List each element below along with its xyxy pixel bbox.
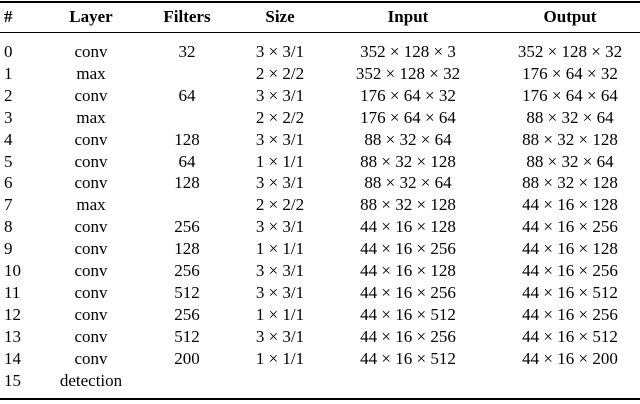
cell-size: 1 × 1/1 xyxy=(255,304,305,324)
header-rule xyxy=(0,32,640,33)
cell-index: 11 xyxy=(4,282,21,302)
cell-filters: 128 xyxy=(174,129,200,149)
cell-output: 88 × 32 × 64 xyxy=(526,151,614,171)
cell-layer: conv xyxy=(74,129,108,149)
cell-index: 7 xyxy=(4,195,13,215)
cell-layer: conv xyxy=(74,85,108,105)
bottom-rule xyxy=(0,398,640,400)
cell-output: 44 × 16 × 128 xyxy=(522,195,618,215)
cell-filters: 32 xyxy=(178,42,196,61)
header-filters: Filters xyxy=(163,7,211,26)
cell-filters: 64 xyxy=(178,85,196,105)
cell-layer: conv xyxy=(74,326,108,346)
cell-filters: 128 xyxy=(174,239,200,259)
cell-output: 176 × 64 × 64 xyxy=(522,85,618,105)
cell-index: 12 xyxy=(4,304,21,324)
cell-index: 15 xyxy=(4,370,21,390)
cell-input: 44 × 16 × 128 xyxy=(360,217,456,237)
cell-size: 3 × 3/1 xyxy=(255,282,305,302)
cell-index: 1 xyxy=(4,63,13,83)
cell-size: 3 × 3/1 xyxy=(255,85,305,105)
cell-filters: 256 xyxy=(174,304,200,324)
cell-layer: conv xyxy=(74,239,108,259)
cell-input: 44 × 16 × 256 xyxy=(360,326,456,346)
cell-output: 88 × 32 × 64 xyxy=(526,107,614,127)
cell-layer: max xyxy=(76,107,106,127)
cell-index: 2 xyxy=(4,85,13,105)
cell-output: 88 × 32 × 128 xyxy=(522,173,618,193)
header-input: Input xyxy=(387,7,429,26)
cell-layer: conv xyxy=(74,42,108,61)
cell-filters: 256 xyxy=(174,217,200,237)
cell-index: 0 xyxy=(4,42,13,61)
cell-output: 44 × 16 × 512 xyxy=(522,326,618,346)
cell-filters: 512 xyxy=(174,282,200,302)
cell-output: 44 × 16 × 512 xyxy=(522,282,618,302)
cell-output: 352 × 128 × 32 xyxy=(517,42,623,61)
cell-size: 1 × 1/1 xyxy=(255,151,305,171)
cell-input: 44 × 16 × 256 xyxy=(360,239,456,259)
cell-index: 5 xyxy=(4,151,13,171)
header-size: Size xyxy=(265,7,295,26)
cell-layer: conv xyxy=(74,348,108,368)
cell-layer: conv xyxy=(74,282,108,302)
cell-output: 44 × 16 × 200 xyxy=(522,348,618,368)
cell-input: 88 × 32 × 128 xyxy=(360,195,456,215)
cell-index: 3 xyxy=(4,107,13,127)
top-rule xyxy=(0,1,640,3)
cell-layer: conv xyxy=(74,261,108,280)
cell-layer: detection xyxy=(59,370,123,390)
cell-input: 176 × 64 × 64 xyxy=(360,107,456,127)
cell-size: 2 × 2/2 xyxy=(255,107,305,127)
cell-size: 2 × 2/2 xyxy=(255,63,305,83)
cell-layer: conv xyxy=(74,304,108,324)
cell-input: 352 × 128 × 32 xyxy=(355,63,461,83)
cell-index: 13 xyxy=(4,326,21,346)
cell-input: 352 × 128 × 3 xyxy=(360,42,456,61)
cell-layer: max xyxy=(76,63,106,83)
cell-size: 1 × 1/1 xyxy=(255,348,305,368)
cell-size: 1 × 1/1 xyxy=(255,239,305,259)
cell-input: 44 × 16 × 512 xyxy=(360,348,456,368)
cell-layer: conv xyxy=(74,217,108,237)
cell-size: 3 × 3/1 xyxy=(255,173,305,193)
cell-index: 8 xyxy=(4,217,13,237)
cell-layer: max xyxy=(76,195,106,215)
header-output: Output xyxy=(543,7,597,26)
cell-size: 3 × 3/1 xyxy=(255,42,305,61)
cell-output: 88 × 32 × 128 xyxy=(522,129,618,149)
cell-input: 176 × 64 × 32 xyxy=(360,85,456,105)
cell-input: 44 × 16 × 256 xyxy=(360,282,456,302)
cell-filters: 200 xyxy=(174,348,200,368)
cell-filters: 64 xyxy=(178,151,196,171)
cell-output: 44 × 16 × 128 xyxy=(522,239,618,259)
cell-index: 14 xyxy=(4,348,21,368)
cell-size: 3 × 3/1 xyxy=(255,217,305,237)
cell-input: 88 × 32 × 128 xyxy=(360,151,456,171)
cell-index: 6 xyxy=(4,173,13,193)
cell-output: 44 × 16 × 256 xyxy=(522,304,618,324)
cell-size: 3 × 3/1 xyxy=(255,326,305,346)
cell-input: 44 × 16 × 512 xyxy=(360,304,456,324)
cell-input: 44 × 16 × 128 xyxy=(360,261,456,280)
header-layer: Layer xyxy=(69,7,113,26)
cell-index: 9 xyxy=(4,239,13,259)
cell-size: 3 × 3/1 xyxy=(255,129,305,149)
cell-output: 44 × 16 × 256 xyxy=(522,217,618,237)
cell-output: 176 × 64 × 32 xyxy=(522,63,618,83)
cell-index: 4 xyxy=(4,129,13,149)
cell-filters: 256 xyxy=(174,261,200,280)
header-index: # xyxy=(4,7,13,26)
cell-index: 10 xyxy=(4,261,21,280)
cell-layer: conv xyxy=(74,173,108,193)
cell-input: 88 × 32 × 64 xyxy=(364,173,452,193)
cell-layer: conv xyxy=(74,151,108,171)
cell-filters: 512 xyxy=(174,326,200,346)
cell-filters: 128 xyxy=(174,173,200,193)
cell-input: 88 × 32 × 64 xyxy=(364,129,452,149)
cell-size: 2 × 2/2 xyxy=(255,195,305,215)
cell-size: 3 × 3/1 xyxy=(255,261,305,280)
cell-output: 44 × 16 × 256 xyxy=(522,261,618,280)
